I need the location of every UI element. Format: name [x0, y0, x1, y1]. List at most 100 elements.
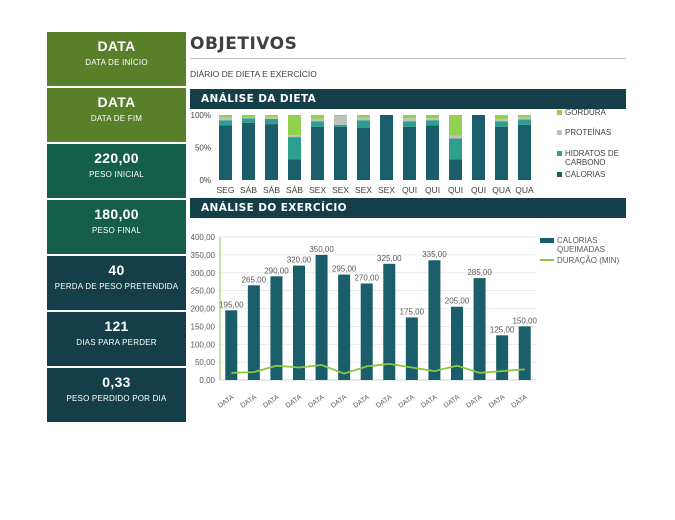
diet-bar-segment-hidratos-de-carbono: [518, 119, 531, 125]
page-subtitle: DIÁRIO DE DIETA E EXERCÍCIO: [190, 69, 317, 79]
diet-x-tick-label: QUI: [402, 185, 417, 195]
diet-bar-segment-hidratos-de-carbono: [357, 120, 370, 128]
exercise-y-tick-label: 400,00: [191, 233, 216, 242]
diet-bar-segment-prote-nas: [334, 116, 347, 125]
diet-legend-label: HIDRATOS DE: [565, 149, 619, 158]
days-to-lose-label: DIAS PARA PERDER: [76, 338, 157, 347]
diet-bar-segment-gordura: [265, 115, 278, 117]
final-weight-card[interactable]: 180,00 PESO FINAL: [47, 200, 186, 254]
diet-bar-segment-prote-nas: [288, 135, 301, 138]
page-title: OBJETIVOS: [190, 34, 298, 54]
exercise-x-tick-label: DATA: [307, 394, 326, 410]
exercise-x-tick-label: DATA: [330, 394, 349, 410]
initial-weight-card[interactable]: 220,00 PESO INICIAL: [47, 144, 186, 198]
diet-x-tick-label: SÁB: [263, 185, 280, 195]
diet-legend-swatch: [557, 151, 562, 156]
exercise-bar-data-label: 295,00: [332, 265, 357, 274]
exercise-bar-data-label: 150,00: [512, 316, 537, 325]
initial-weight-value: 220,00: [94, 150, 139, 166]
diet-bar-segment-gordura: [426, 115, 439, 119]
exercise-y-tick-label: 150,00: [191, 322, 216, 331]
diet-legend-swatch: [557, 172, 562, 177]
diet-bar-segment-prote-nas: [403, 118, 416, 122]
exercise-calories-bar: [338, 274, 351, 380]
days-to-lose-card[interactable]: 121 DIAS PARA PERDER: [47, 312, 186, 366]
diet-bar-segment-calorias: [219, 125, 232, 180]
exercise-bar-data-label: 175,00: [400, 307, 425, 316]
diet-bar-segment-prote-nas: [518, 117, 531, 120]
target-loss-value: 40: [108, 262, 125, 278]
exercise-calories-bar: [293, 265, 305, 380]
diet-bar-segment-gordura: [242, 115, 255, 117]
diet-bar-segment-calorias: [288, 159, 301, 180]
exercise-y-tick-label: 50,00: [195, 358, 216, 367]
exercise-x-tick-label: DATA: [398, 394, 417, 410]
exercise-x-tick-label: DATA: [443, 394, 462, 410]
exercise-bar-data-label: 325,00: [377, 254, 402, 263]
exercise-calories-bar: [428, 260, 441, 380]
exercise-x-tick-label: DATA: [510, 394, 529, 410]
initial-weight-label: PESO INICIAL: [89, 170, 144, 179]
diet-y-tick-label: 100%: [191, 111, 211, 120]
diet-x-tick-label: SEG: [217, 185, 235, 195]
days-to-lose-value: 121: [104, 318, 129, 334]
diet-x-tick-label: SEX: [309, 185, 326, 195]
start-date-label: DATA DE INÍCIO: [85, 58, 148, 67]
diet-x-tick-label: QUA: [515, 185, 534, 195]
diet-y-tick-label: 0%: [199, 176, 211, 185]
exercise-calories-bar: [247, 285, 260, 380]
loss-per-day-value: 0,33: [102, 374, 131, 390]
diet-bar-segment-calorias: [242, 122, 255, 180]
diet-bar-segment-gordura: [403, 115, 416, 119]
end-date-card[interactable]: DATA DATA DE FIM: [47, 88, 186, 142]
diet-bar-segment-prote-nas: [219, 117, 232, 121]
exercise-analysis-header: ANÁLISE DO EXERCÍCIO: [190, 198, 626, 218]
diet-x-tick-label: QUI: [471, 185, 486, 195]
exercise-calories-bar: [405, 317, 418, 380]
diet-x-tick-label: SEX: [332, 185, 349, 195]
exercise-legend-label: CALORIAS: [557, 236, 597, 245]
exercise-x-tick-label: DATA: [375, 394, 394, 410]
diet-x-tick-label: QUI: [448, 185, 463, 195]
exercise-x-tick-label: DATA: [285, 394, 304, 410]
diet-legend-swatch: [557, 130, 562, 135]
exercise-x-tick-label: DATA: [240, 394, 259, 410]
exercise-bar-data-label: 125,00: [490, 325, 515, 334]
exercise-bar-data-label: 350,00: [309, 245, 334, 254]
exercise-x-tick-label: DATA: [420, 394, 439, 410]
loss-per-day-card[interactable]: 0,33 PESO PERDIDO POR DIA: [47, 368, 186, 422]
diet-bar-segment-gordura: [334, 115, 347, 117]
exercise-calories-bar: [270, 276, 283, 380]
exercise-x-tick-label: DATA: [488, 394, 507, 410]
diet-bar-segment-hidratos-de-carbono: [403, 121, 416, 127]
diet-bar-segment-hidratos-de-carbono: [242, 118, 255, 123]
exercise-x-tick-label: DATA: [217, 394, 236, 410]
diet-bar-segment-hidratos-de-carbono: [265, 118, 278, 125]
diet-x-tick-label: QUI: [425, 185, 440, 195]
final-weight-label: PESO FINAL: [91, 226, 142, 235]
diet-x-tick-label: SÁB: [286, 185, 303, 195]
diet-x-tick-label: SÁB: [240, 185, 257, 195]
exercise-legend-swatch-calories: [540, 238, 554, 243]
exercise-bar-data-label: 265,00: [242, 275, 267, 284]
diet-x-tick-label: SEX: [355, 185, 372, 195]
diet-bar-segment-prote-nas: [426, 118, 439, 121]
diet-bar-segment-prote-nas: [311, 118, 324, 122]
exercise-bar-data-label: 320,00: [287, 256, 312, 265]
diet-bar-segment-gordura: [449, 115, 462, 136]
diet-bar-segment-hidratos-de-carbono: [219, 120, 232, 126]
diet-bar-segment-prote-nas: [357, 117, 370, 121]
diet-legend-label: PROTEÍNAS: [565, 128, 611, 137]
diet-bar-segment-gordura: [311, 115, 324, 119]
diet-bar-segment-hidratos-de-carbono: [311, 121, 324, 127]
diet-legend-label: CALORIAS: [565, 170, 605, 179]
start-date-card[interactable]: DATA DATA DE INÍCIO: [47, 32, 186, 86]
diet-legend-label: CARBONO: [565, 158, 605, 167]
diet-bar-segment-hidratos-de-carbono: [334, 124, 347, 127]
diet-bar-segment-hidratos-de-carbono: [426, 120, 439, 126]
diet-bar-segment-calorias: [518, 124, 531, 180]
target-loss-card[interactable]: 40 PERDA DE PESO PRETENDIDA: [47, 256, 186, 310]
end-date-value: DATA: [97, 94, 136, 110]
